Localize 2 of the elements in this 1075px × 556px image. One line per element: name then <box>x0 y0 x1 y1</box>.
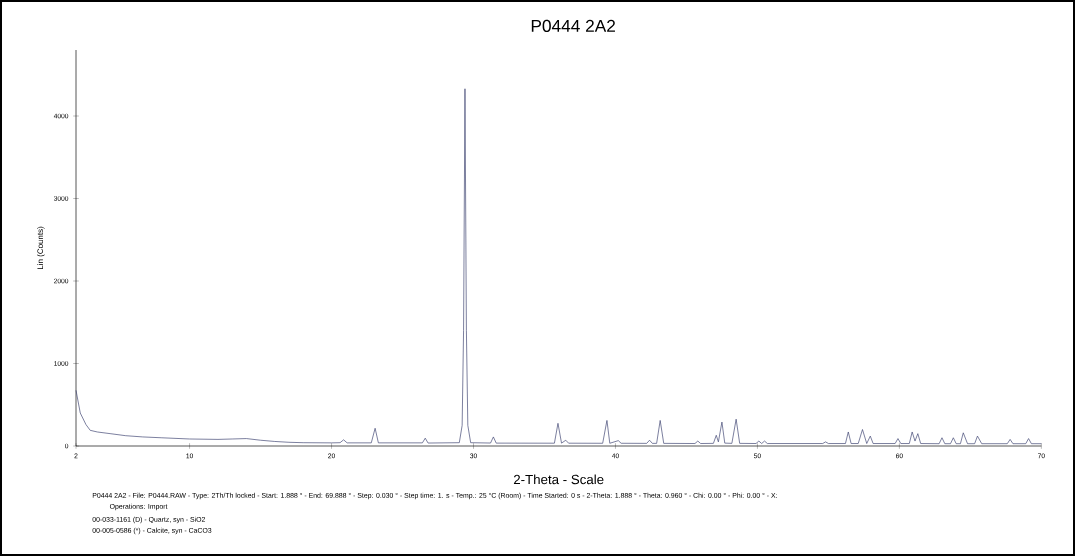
chart-title: P0444 2A2 <box>531 19 615 32</box>
x-axis-title: 2-Theta - Scale <box>513 474 604 485</box>
